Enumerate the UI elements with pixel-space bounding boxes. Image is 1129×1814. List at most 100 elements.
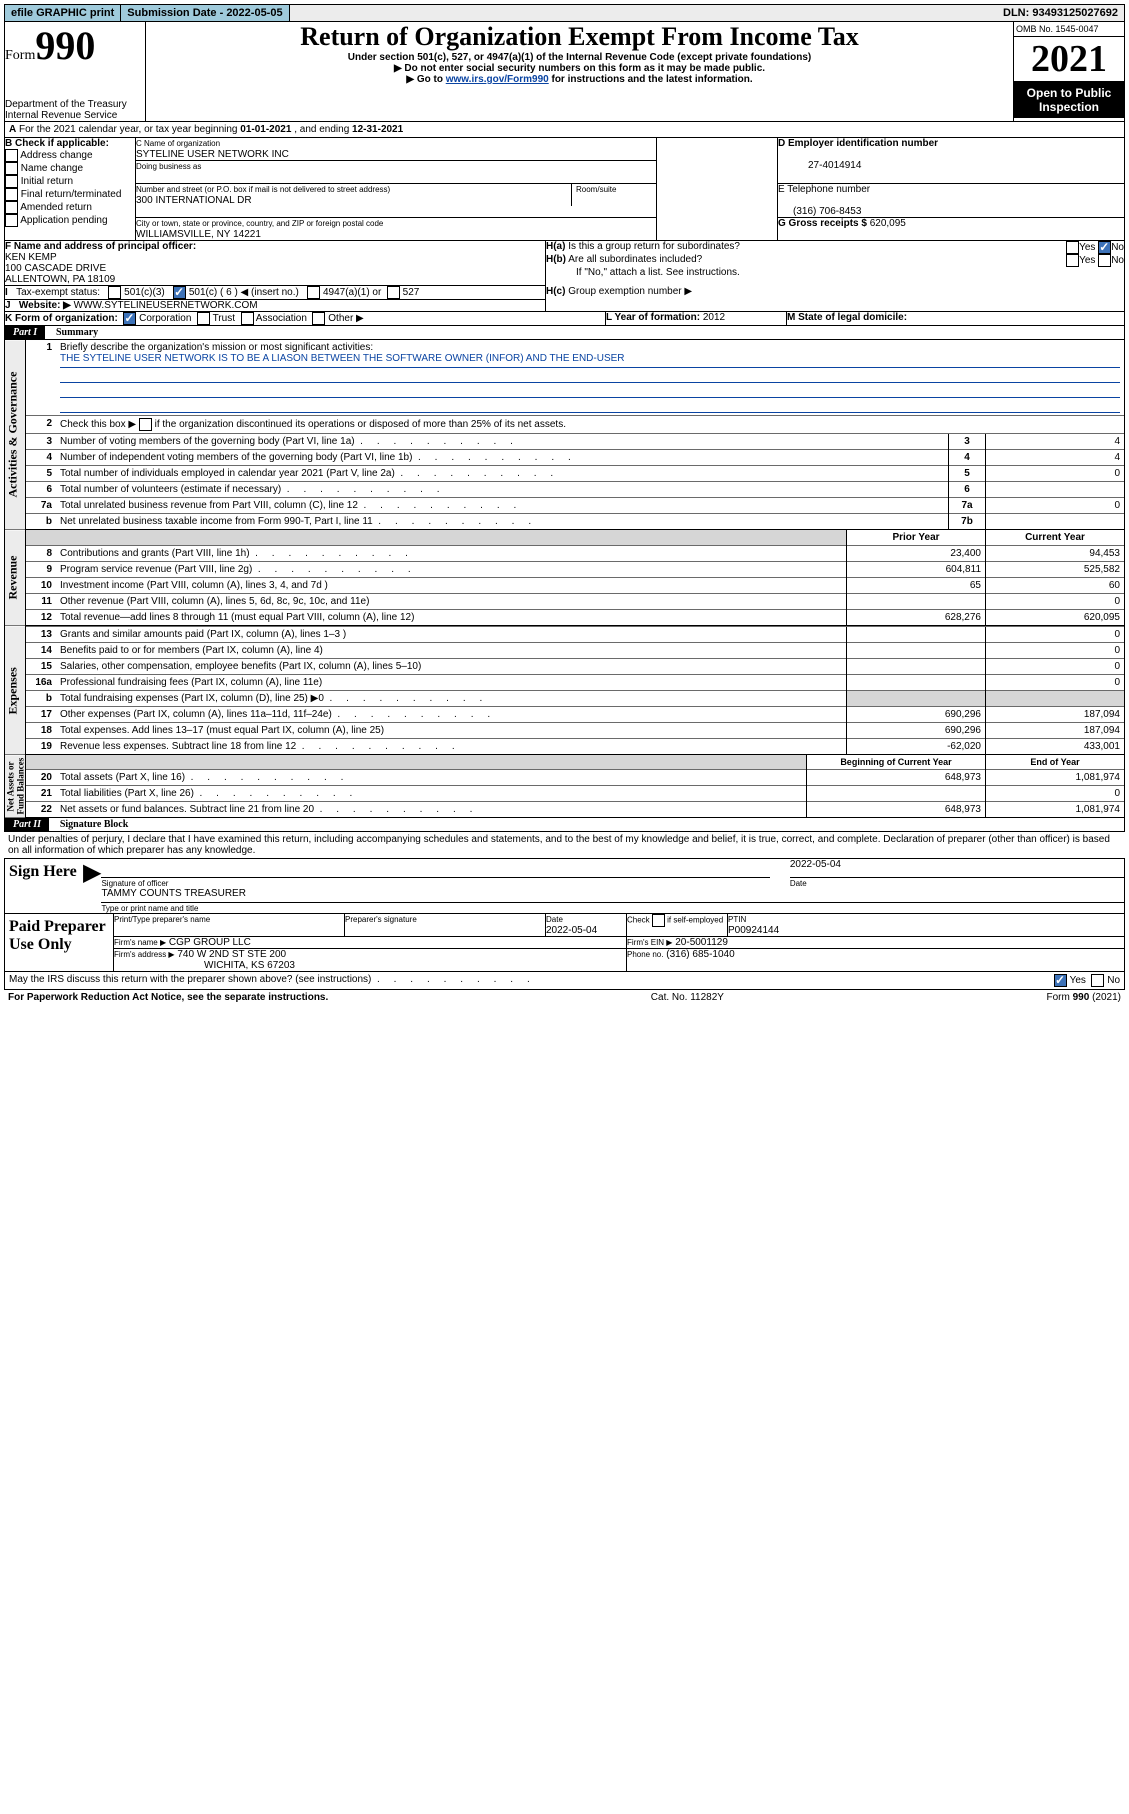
checkbox-name-change[interactable] (5, 162, 18, 175)
firm-name-label: Firm's name ▶ (114, 938, 166, 947)
addr-label: Number and street (or P.O. box if mail i… (136, 185, 390, 194)
checkbox-hb-yes[interactable] (1066, 254, 1079, 267)
part2-header: Part II (5, 818, 49, 831)
sig-date: 2022-05-04 (790, 859, 1124, 877)
checkbox-hb-no[interactable] (1098, 254, 1111, 267)
section-c-label: C Name of organization (136, 139, 220, 148)
checkbox-application-pending[interactable] (5, 214, 18, 227)
table-row: 19 Revenue less expenses. Subtract line … (26, 739, 1124, 755)
footer-right: Form 990 (2021) (1047, 992, 1121, 1003)
footer-mid: Cat. No. 11282Y (651, 992, 724, 1003)
checkbox-address-change[interactable] (5, 149, 18, 162)
vert-governance: Activities & Governance (5, 340, 26, 530)
table-row: b Total fundraising expenses (Part IX, c… (26, 691, 1124, 707)
section-b: B Check if applicable: Address change Na… (5, 138, 136, 241)
checkbox-may-irs-no[interactable] (1091, 974, 1104, 987)
table-row: 21 Total liabilities (Part X, line 26) 0 (26, 786, 1124, 802)
table-row: 15 Salaries, other compensation, employe… (26, 659, 1124, 675)
part1-title: Summary (48, 327, 98, 338)
line1-value: THE SYTELINE USER NETWORK IS TO BE A LIA… (60, 353, 1120, 368)
tax-year: 2021 (1014, 37, 1124, 82)
section-f: F Name and address of principal officer:… (5, 241, 546, 286)
top-bar: efile GRAPHIC print Submission Date - 20… (4, 4, 1125, 22)
ptin-label: PTIN (728, 915, 746, 924)
vert-revenue: Revenue (5, 530, 26, 626)
table-row: 5 Total number of individuals employed i… (26, 466, 1124, 482)
firm-name: CGP GROUP LLC (169, 937, 251, 948)
table-row: 17 Other expenses (Part IX, column (A), … (26, 707, 1124, 723)
table-row: 9 Program service revenue (Part VIII, li… (26, 562, 1124, 578)
line1-label: Briefly describe the organization's miss… (60, 342, 373, 353)
table-row: 10 Investment income (Part VIII, column … (26, 578, 1124, 594)
org-city: WILLIAMSVILLE, NY 14221 (136, 229, 261, 240)
table-row: 6 Total number of volunteers (estimate i… (26, 482, 1124, 498)
table-row: 3 Number of voting members of the govern… (26, 434, 1124, 450)
checkbox-amended[interactable] (5, 201, 18, 214)
room-label: Room/suite (576, 185, 616, 194)
dba-label: Doing business as (136, 162, 201, 171)
col-current: Current Year (986, 530, 1125, 546)
footer-left: For Paperwork Reduction Act Notice, see … (8, 992, 328, 1003)
line2: Check this box ▶ if the organization dis… (56, 416, 1124, 434)
checkbox-501c3[interactable] (108, 286, 121, 299)
table-row: 7a Total unrelated business revenue from… (26, 498, 1124, 514)
irs-link[interactable]: www.irs.gov/Form990 (446, 74, 549, 85)
period-row: A For the 2021 calendar year, or tax yea… (4, 122, 1125, 138)
footer: For Paperwork Reduction Act Notice, see … (4, 990, 1125, 1005)
checkbox-ha-yes[interactable] (1066, 241, 1079, 254)
self-employed-check: Check if self-employed (627, 914, 728, 937)
checkbox-corp[interactable] (123, 312, 136, 325)
checkbox-initial-return[interactable] (5, 175, 18, 188)
form-header: Form990 Department of the Treasury Inter… (4, 22, 1125, 122)
vert-expenses: Expenses (5, 626, 26, 755)
section-h: H(a) Is this a group return for subordin… (546, 241, 1125, 286)
sig-date-label: Date (790, 877, 1124, 888)
submission-date: Submission Date - 2022-05-05 (121, 5, 289, 21)
checkbox-501c[interactable] (173, 286, 186, 299)
checkbox-assoc[interactable] (241, 312, 254, 325)
org-address: 300 INTERNATIONAL DR (136, 195, 252, 206)
col-end: End of Year (986, 755, 1125, 770)
part2-title: Signature Block (52, 819, 128, 830)
firm-phone-label: Phone no. (627, 950, 663, 959)
checkbox-may-irs-yes[interactable] (1054, 974, 1067, 987)
firm-addr-label: Firm's address ▶ (114, 950, 175, 959)
efile-button[interactable]: efile GRAPHIC print (5, 5, 121, 21)
firm-ein-label: Firm's EIN ▶ (627, 938, 672, 947)
dln: DLN: 93493125027692 (997, 5, 1124, 21)
table-row: 4 Number of independent voting members o… (26, 450, 1124, 466)
firm-ein: 20-5001129 (675, 937, 728, 948)
section-g: G Gross receipts $ 620,095 (778, 218, 1125, 241)
firm-addr1: 740 W 2ND ST STE 200 (177, 949, 286, 960)
table-row: b Net unrelated business taxable income … (26, 514, 1124, 530)
table-row: 8 Contributions and grants (Part VIII, l… (26, 546, 1124, 562)
table-row: 14 Benefits paid to or for members (Part… (26, 643, 1124, 659)
checkbox-4947[interactable] (307, 286, 320, 299)
table-row: 22 Net assets or fund balances. Subtract… (26, 802, 1124, 818)
checkbox-527[interactable] (387, 286, 400, 299)
checkbox-final-return[interactable] (5, 188, 18, 201)
open-inspection: Open to Public Inspection (1014, 82, 1124, 118)
section-l: L Year of formation: 2012 (606, 312, 787, 326)
prep-sig-label: Preparer's signature (345, 915, 417, 924)
checkbox-line2[interactable] (139, 418, 152, 431)
section-d: D Employer identification number 27-4014… (778, 138, 1125, 184)
table-row: 12 Total revenue—add lines 8 through 11 … (26, 610, 1124, 626)
sig-officer-label: Signature of officer (101, 877, 769, 888)
checkbox-self-emp[interactable] (652, 914, 665, 927)
table-row: 13 Grants and similar amounts paid (Part… (26, 627, 1124, 643)
section-hc: H(c) Group exemption number ▶ (546, 286, 1125, 312)
checkbox-ha-no[interactable] (1098, 241, 1111, 254)
prep-date: 2022-05-04 (546, 925, 597, 936)
city-label: City or town, state or province, country… (136, 219, 383, 228)
checkbox-other[interactable] (312, 312, 325, 325)
form-number: Form990 (5, 22, 145, 69)
checkbox-trust[interactable] (197, 312, 210, 325)
org-name: SYTELINE USER NETWORK INC (136, 149, 289, 160)
form-title: Return of Organization Exempt From Incom… (146, 22, 1013, 52)
vert-net-assets: Net Assets or Fund Balances (5, 755, 26, 818)
sign-arrow-icon: ▶ (83, 859, 101, 914)
col-beginning: Beginning of Current Year (807, 755, 986, 770)
omb-number: OMB No. 1545-0047 (1014, 22, 1124, 37)
dept-treasury: Department of the Treasury (5, 99, 145, 110)
